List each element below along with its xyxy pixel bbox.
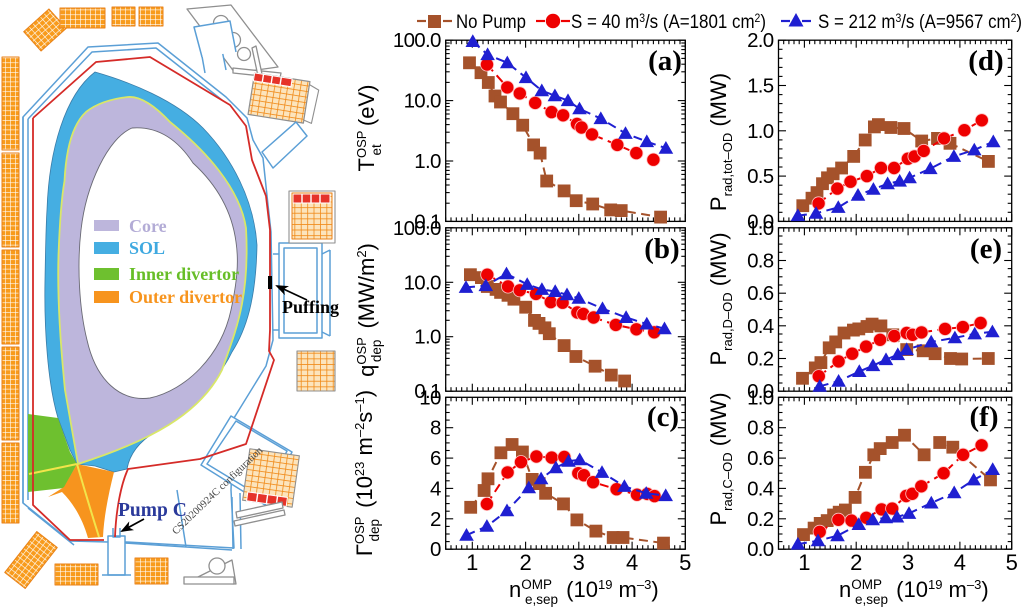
svg-text:0.0: 0.0 [747, 380, 774, 403]
svg-text:1.0: 1.0 [747, 217, 774, 240]
svg-text:0.2: 0.2 [747, 508, 774, 531]
svg-text:(b): (b) [644, 233, 679, 265]
svg-text:100.0: 100.0 [393, 217, 441, 240]
svg-text:(a): (a) [648, 45, 682, 77]
svg-text:S = 212 m3/s (A=9567 cm2): S = 212 m3/s (A=9567 cm2) [818, 11, 1022, 33]
svg-text:0.1: 0.1 [414, 210, 441, 233]
svg-text:3: 3 [573, 550, 585, 575]
svg-text:8: 8 [430, 417, 441, 440]
svg-text:qOSPdep (MW/m2): qOSPdep (MW/m2) [354, 243, 384, 377]
svg-text:1: 1 [466, 550, 478, 575]
svg-text:5: 5 [679, 550, 691, 575]
svg-text:TOSPet (eV): TOSPet (eV) [354, 85, 384, 172]
svg-text:1.0: 1.0 [414, 150, 441, 173]
svg-text:100.0: 100.0 [393, 29, 441, 52]
svg-text:(d): (d) [968, 45, 1003, 77]
svg-text:0.6: 0.6 [747, 282, 774, 305]
svg-text:0.4: 0.4 [747, 477, 774, 500]
svg-text:Inner divertor: Inner divertor [129, 264, 239, 284]
svg-text:Outer divertor: Outer divertor [129, 287, 242, 307]
svg-text:Core: Core [129, 216, 167, 236]
svg-text:Prad,C–OD (MW): Prad,C–OD (MW) [706, 392, 735, 525]
svg-text:4: 4 [430, 477, 441, 500]
svg-text:No Pump: No Pump [456, 11, 526, 33]
svg-text:(c): (c) [647, 401, 679, 433]
svg-text:4: 4 [954, 550, 966, 575]
svg-text:2: 2 [850, 550, 862, 575]
svg-text:2: 2 [430, 508, 441, 531]
svg-text:0.0: 0.0 [747, 538, 774, 561]
svg-text:Prad,tot–OD (MW): Prad,tot–OD (MW) [706, 73, 735, 211]
svg-text:10: 10 [419, 386, 441, 409]
svg-text:5: 5 [1006, 550, 1018, 575]
svg-text:SOL: SOL [129, 238, 165, 258]
svg-text:(f): (f) [970, 401, 999, 433]
svg-text:0: 0 [430, 538, 441, 561]
svg-text:0.4: 0.4 [747, 315, 774, 338]
svg-text:10.0: 10.0 [404, 90, 441, 113]
svg-text:S = 40 m3/s (A=1801 cm2): S = 40 m3/s (A=1801 cm2) [571, 11, 766, 33]
svg-text:0.1: 0.1 [414, 380, 441, 403]
svg-text:0.6: 0.6 [747, 447, 774, 470]
svg-text:2.0: 2.0 [747, 29, 774, 52]
svg-text:1.0: 1.0 [414, 326, 441, 349]
svg-text:ΓOSPdep (1023 m–2s–1): ΓOSPdep (1023 m–2s–1) [352, 390, 382, 556]
svg-text:0.8: 0.8 [747, 417, 774, 440]
svg-text:Puffing: Puffing [282, 297, 339, 317]
svg-text:2: 2 [519, 550, 531, 575]
svg-text:(e): (e) [970, 233, 1002, 265]
svg-text:1.5: 1.5 [747, 75, 774, 98]
svg-text:0.0: 0.0 [747, 210, 774, 233]
svg-text:0.8: 0.8 [747, 250, 774, 273]
svg-text:4: 4 [626, 550, 638, 575]
svg-text:1.0: 1.0 [747, 386, 774, 409]
svg-text:3: 3 [902, 550, 914, 575]
svg-text:Pump C: Pump C [118, 500, 187, 521]
svg-text:0.2: 0.2 [747, 348, 774, 371]
svg-text:Prad,D–OD (MW): Prad,D–OD (MW) [706, 232, 735, 365]
svg-text:1.0: 1.0 [747, 120, 774, 143]
svg-text:1: 1 [798, 550, 810, 575]
svg-text:6: 6 [430, 447, 441, 470]
svg-text:10.0: 10.0 [404, 271, 441, 294]
svg-text:0.5: 0.5 [747, 165, 774, 188]
